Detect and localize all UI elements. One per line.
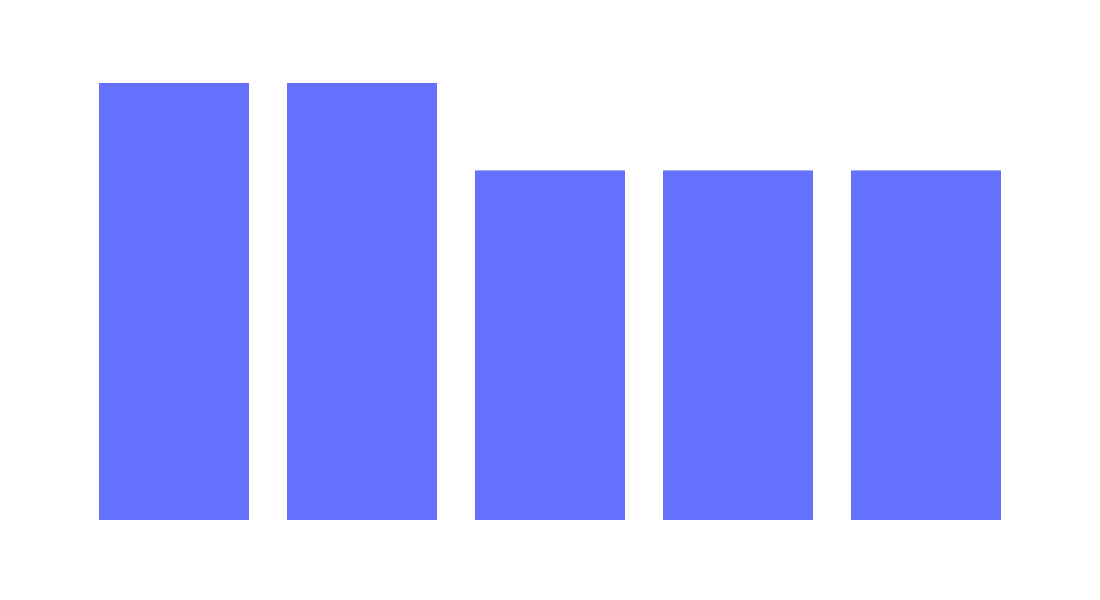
bars-group — [99, 83, 1001, 520]
bar-4 — [663, 170, 813, 520]
bar-3 — [475, 170, 625, 520]
bar-5 — [851, 170, 1001, 520]
bar-2 — [287, 83, 437, 520]
bar-1 — [99, 83, 249, 520]
